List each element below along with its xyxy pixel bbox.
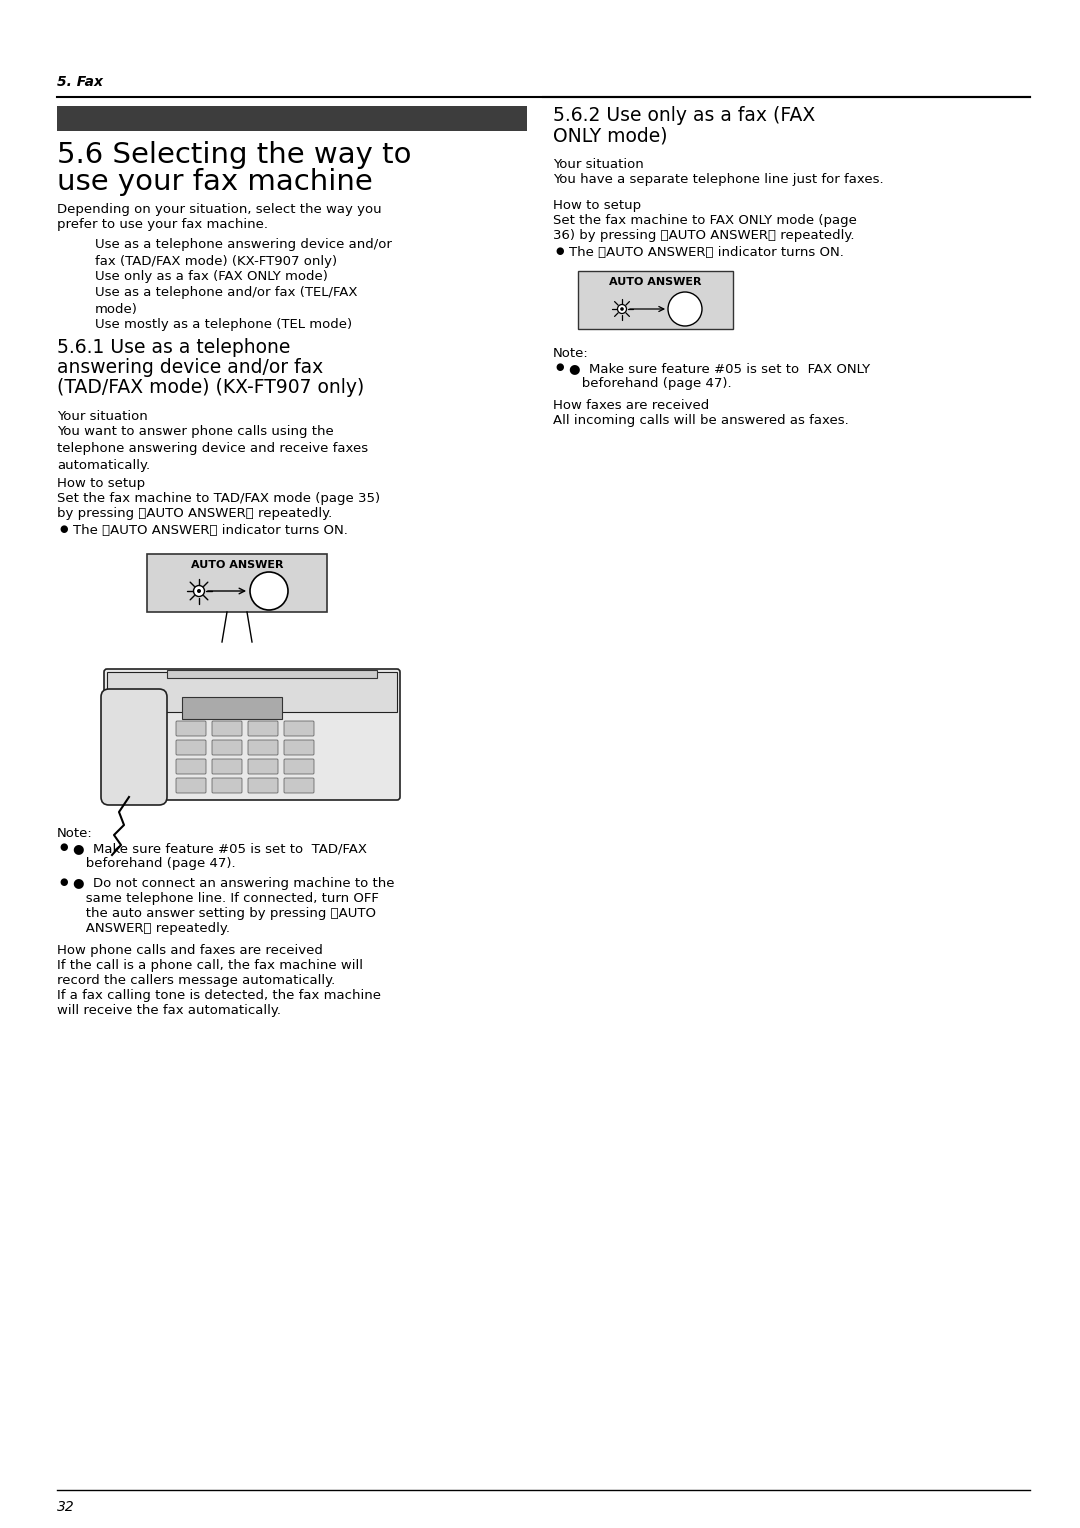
FancyBboxPatch shape (212, 778, 242, 793)
Text: If the call is a phone call, the fax machine will: If the call is a phone call, the fax mac… (57, 960, 363, 972)
Text: the auto answer setting by pressing 【AUTO: the auto answer setting by pressing 【AUT… (73, 908, 376, 920)
Text: prefer to use your fax machine.: prefer to use your fax machine. (57, 219, 268, 231)
Text: If a fax calling tone is detected, the fax machine: If a fax calling tone is detected, the f… (57, 989, 381, 1002)
FancyBboxPatch shape (284, 721, 314, 736)
Text: How phone calls and faxes are received: How phone calls and faxes are received (57, 944, 323, 957)
Circle shape (618, 304, 626, 313)
Text: by pressing 【AUTO ANSWER】 repeatedly.: by pressing 【AUTO ANSWER】 repeatedly. (57, 507, 333, 520)
Text: Note:: Note: (57, 827, 93, 840)
Text: How to setup: How to setup (57, 477, 145, 490)
FancyBboxPatch shape (176, 759, 206, 775)
FancyBboxPatch shape (176, 721, 206, 736)
Text: The 【AUTO ANSWER】 indicator turns ON.: The 【AUTO ANSWER】 indicator turns ON. (569, 246, 843, 260)
Text: Your situation: Your situation (553, 157, 644, 171)
Text: Use mostly as a telephone (TEL mode): Use mostly as a telephone (TEL mode) (95, 318, 352, 332)
FancyBboxPatch shape (212, 740, 242, 755)
Circle shape (193, 585, 204, 596)
FancyBboxPatch shape (284, 759, 314, 775)
Circle shape (669, 292, 702, 325)
Text: AUTO ANSWER: AUTO ANSWER (609, 277, 702, 287)
Text: ONLY mode): ONLY mode) (553, 125, 667, 145)
Text: same telephone line. If connected, turn OFF: same telephone line. If connected, turn … (73, 892, 379, 905)
FancyBboxPatch shape (248, 759, 278, 775)
Text: ●: ● (59, 842, 67, 853)
Text: How to setup: How to setup (553, 199, 642, 212)
Text: Note:: Note: (553, 347, 589, 361)
FancyBboxPatch shape (248, 721, 278, 736)
Text: ●  Do not connect an answering machine to the: ● Do not connect an answering machine to… (73, 877, 394, 889)
FancyBboxPatch shape (107, 672, 397, 712)
FancyBboxPatch shape (248, 778, 278, 793)
Text: ANSWER】 repeatedly.: ANSWER】 repeatedly. (73, 921, 230, 935)
FancyBboxPatch shape (176, 778, 206, 793)
Text: ●  Make sure feature #05 is set to  TAD/FAX: ● Make sure feature #05 is set to TAD/FA… (73, 842, 367, 856)
Text: The 【AUTO ANSWER】 indicator turns ON.: The 【AUTO ANSWER】 indicator turns ON. (73, 524, 348, 536)
Text: beforehand (page 47).: beforehand (page 47). (569, 377, 731, 390)
FancyBboxPatch shape (176, 740, 206, 755)
Text: will receive the fax automatically.: will receive the fax automatically. (57, 1004, 281, 1018)
Text: ●: ● (555, 246, 564, 257)
Text: All incoming calls will be answered as faxes.: All incoming calls will be answered as f… (553, 414, 849, 426)
Text: 5.6.1 Use as a telephone: 5.6.1 Use as a telephone (57, 338, 291, 358)
Circle shape (197, 588, 201, 593)
FancyBboxPatch shape (578, 270, 733, 329)
FancyBboxPatch shape (167, 669, 377, 678)
Text: beforehand (page 47).: beforehand (page 47). (73, 857, 235, 869)
Text: answering device and/or fax: answering device and/or fax (57, 358, 323, 377)
FancyBboxPatch shape (102, 689, 167, 805)
Text: (TAD/FAX mode) (KX-FT907 only): (TAD/FAX mode) (KX-FT907 only) (57, 377, 364, 397)
Text: You want to answer phone calls using the
telephone answering device and receive : You want to answer phone calls using the… (57, 425, 368, 472)
Text: 5. Fax: 5. Fax (57, 75, 103, 89)
Text: record the callers message automatically.: record the callers message automatically… (57, 973, 335, 987)
Text: ●  Make sure feature #05 is set to  FAX ONLY: ● Make sure feature #05 is set to FAX ON… (569, 362, 870, 374)
FancyBboxPatch shape (212, 721, 242, 736)
Text: 36) by pressing 【AUTO ANSWER】 repeatedly.: 36) by pressing 【AUTO ANSWER】 repeatedly… (553, 229, 854, 241)
Text: You have a separate telephone line just for faxes.: You have a separate telephone line just … (553, 173, 883, 186)
Text: Use as a telephone answering device and/or
fax (TAD/FAX mode) (KX-FT907 only): Use as a telephone answering device and/… (95, 238, 392, 267)
Text: How faxes are received: How faxes are received (553, 399, 710, 413)
Text: Set the fax machine to FAX ONLY mode (page: Set the fax machine to FAX ONLY mode (pa… (553, 214, 856, 228)
FancyBboxPatch shape (57, 105, 527, 131)
Text: ●: ● (555, 362, 564, 371)
Text: Your situation: Your situation (57, 410, 148, 423)
Circle shape (620, 307, 624, 310)
Text: 5.6 Selecting the way to: 5.6 Selecting the way to (57, 141, 411, 170)
Text: Set the fax machine to TAD/FAX mode (page 35): Set the fax machine to TAD/FAX mode (pag… (57, 492, 380, 504)
Text: 32: 32 (57, 1500, 75, 1514)
Text: ●: ● (59, 524, 67, 533)
FancyBboxPatch shape (147, 555, 327, 613)
Text: use your fax machine: use your fax machine (57, 168, 373, 196)
Text: AUTO ANSWER: AUTO ANSWER (191, 559, 283, 570)
FancyBboxPatch shape (248, 740, 278, 755)
Text: ●: ● (59, 877, 67, 886)
FancyBboxPatch shape (284, 778, 314, 793)
FancyBboxPatch shape (104, 669, 400, 801)
Text: 5.6.2 Use only as a fax (FAX: 5.6.2 Use only as a fax (FAX (553, 105, 815, 125)
FancyBboxPatch shape (212, 759, 242, 775)
FancyBboxPatch shape (183, 697, 282, 720)
FancyBboxPatch shape (284, 740, 314, 755)
Text: Depending on your situation, select the way you: Depending on your situation, select the … (57, 203, 381, 215)
Circle shape (249, 571, 288, 610)
Text: Use only as a fax (FAX ONLY mode): Use only as a fax (FAX ONLY mode) (95, 270, 328, 283)
Text: Use as a telephone and/or fax (TEL/FAX
mode): Use as a telephone and/or fax (TEL/FAX m… (95, 286, 357, 316)
